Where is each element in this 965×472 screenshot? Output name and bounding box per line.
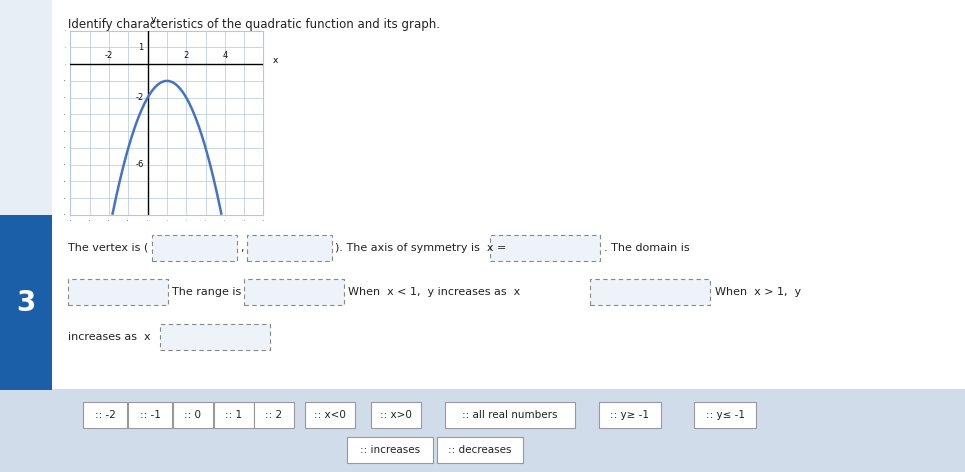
Text: ). The axis of symmetry is  x =: ). The axis of symmetry is x = — [335, 243, 507, 253]
Text: :: 0: :: 0 — [184, 410, 202, 420]
Text: x: x — [273, 56, 279, 65]
Text: The range is: The range is — [172, 287, 241, 297]
Text: y: y — [151, 15, 156, 24]
Bar — [0, 389, 965, 472]
Text: -2: -2 — [105, 51, 113, 60]
Text: :: x<0: :: x<0 — [314, 410, 345, 420]
Text: When  x < 1,  y increases as  x: When x < 1, y increases as x — [348, 287, 520, 297]
Text: :: decreases: :: decreases — [449, 445, 511, 455]
FancyBboxPatch shape — [128, 402, 172, 428]
FancyBboxPatch shape — [247, 235, 332, 261]
Text: ,: , — [240, 243, 243, 253]
FancyBboxPatch shape — [694, 402, 756, 428]
Text: :: y≥ -1: :: y≥ -1 — [611, 410, 649, 420]
FancyBboxPatch shape — [214, 402, 254, 428]
FancyBboxPatch shape — [84, 402, 126, 428]
Text: When  x > 1,  y: When x > 1, y — [715, 287, 801, 297]
FancyBboxPatch shape — [244, 279, 344, 305]
Text: -6: -6 — [135, 160, 144, 169]
FancyBboxPatch shape — [254, 402, 294, 428]
Text: . The domain is: . The domain is — [604, 243, 690, 253]
Text: The vertex is (: The vertex is ( — [68, 243, 149, 253]
FancyBboxPatch shape — [152, 235, 237, 261]
Text: 3: 3 — [16, 289, 36, 317]
FancyBboxPatch shape — [445, 402, 575, 428]
Text: :: x>0: :: x>0 — [380, 410, 412, 420]
FancyBboxPatch shape — [173, 402, 213, 428]
FancyBboxPatch shape — [68, 279, 168, 305]
FancyBboxPatch shape — [372, 402, 421, 428]
Text: increases as  x: increases as x — [68, 332, 151, 342]
FancyBboxPatch shape — [437, 437, 523, 463]
Text: :: 1: :: 1 — [226, 410, 242, 420]
FancyBboxPatch shape — [305, 402, 354, 428]
FancyBboxPatch shape — [346, 437, 433, 463]
FancyBboxPatch shape — [599, 402, 661, 428]
FancyBboxPatch shape — [590, 279, 710, 305]
FancyBboxPatch shape — [160, 324, 270, 350]
Text: :: increases: :: increases — [360, 445, 420, 455]
Text: :: y≤ -1: :: y≤ -1 — [705, 410, 745, 420]
Text: 4: 4 — [222, 51, 228, 60]
Text: 1: 1 — [139, 43, 144, 52]
Text: :: all real numbers: :: all real numbers — [462, 410, 558, 420]
Bar — [0, 215, 52, 390]
Text: 2: 2 — [183, 51, 189, 60]
Text: :: 2: :: 2 — [265, 410, 283, 420]
Text: :: -2: :: -2 — [95, 410, 116, 420]
FancyBboxPatch shape — [490, 235, 600, 261]
Text: :: -1: :: -1 — [140, 410, 160, 420]
Bar — [52, 0, 965, 390]
Text: -2: -2 — [135, 93, 144, 102]
Text: Identify characteristics of the quadratic function and its graph.: Identify characteristics of the quadrati… — [68, 18, 440, 31]
